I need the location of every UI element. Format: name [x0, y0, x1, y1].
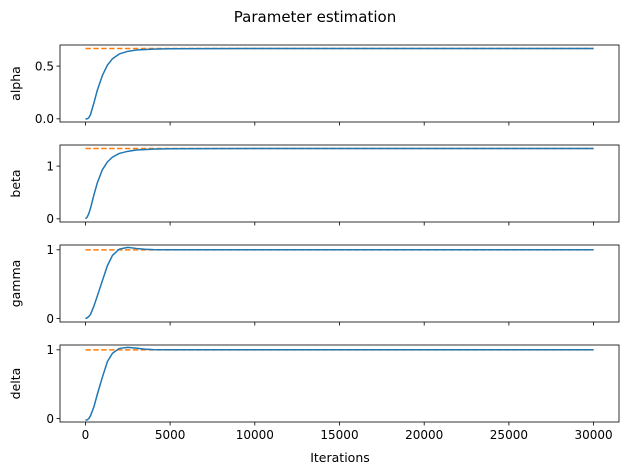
x-tick-label: 5000 — [155, 428, 186, 442]
alpha-y-tick-label: 0.5 — [35, 59, 54, 73]
alpha-y-tick-label: 0.0 — [35, 112, 54, 126]
delta-y-tick-label: 1 — [46, 343, 54, 357]
x-tick-label: 0 — [82, 428, 90, 442]
subplot-alpha: 0.0 0.5 alpha — [8, 44, 620, 126]
gamma-y-axis-label: gamma — [8, 260, 23, 308]
beta-y-tick-label: 1 — [46, 159, 54, 173]
alpha-axes-frame — [59, 44, 620, 123]
x-axis-label: Iterations — [310, 450, 370, 465]
x-tick-label: 10000 — [236, 428, 274, 442]
delta-axes-frame — [59, 344, 620, 423]
alpha-estimate-line — [85, 47, 594, 120]
gamma-axes-frame — [59, 244, 620, 323]
gamma-estimate-line — [85, 246, 594, 320]
delta-y-axis-label: delta — [8, 368, 23, 400]
subplot-delta: 0 1 0 5000 10000 15000 20000 25000 30000 delta — [8, 343, 620, 442]
subplot-beta: 0 1 beta — [8, 144, 620, 226]
beta-axes-frame — [59, 144, 620, 223]
x-tick-label: 30000 — [574, 428, 612, 442]
gamma-y-tick-label: 0 — [46, 312, 54, 326]
beta-y-tick-label: 0 — [46, 212, 54, 226]
subplot-gamma: 0 1 gamma — [8, 243, 620, 326]
beta-y-axis-label: beta — [8, 169, 23, 197]
beta-estimate-line — [84, 147, 594, 220]
delta-y-tick-label: 0 — [46, 412, 54, 426]
x-tick-label: 25000 — [490, 428, 528, 442]
x-tick-label: 20000 — [405, 428, 443, 442]
gamma-y-tick-label: 1 — [46, 243, 54, 257]
alpha-y-axis-label: alpha — [8, 66, 23, 101]
delta-estimate-line — [85, 346, 594, 421]
x-tick-label: 15000 — [320, 428, 358, 442]
chart-title: Parameter estimation — [234, 8, 396, 26]
